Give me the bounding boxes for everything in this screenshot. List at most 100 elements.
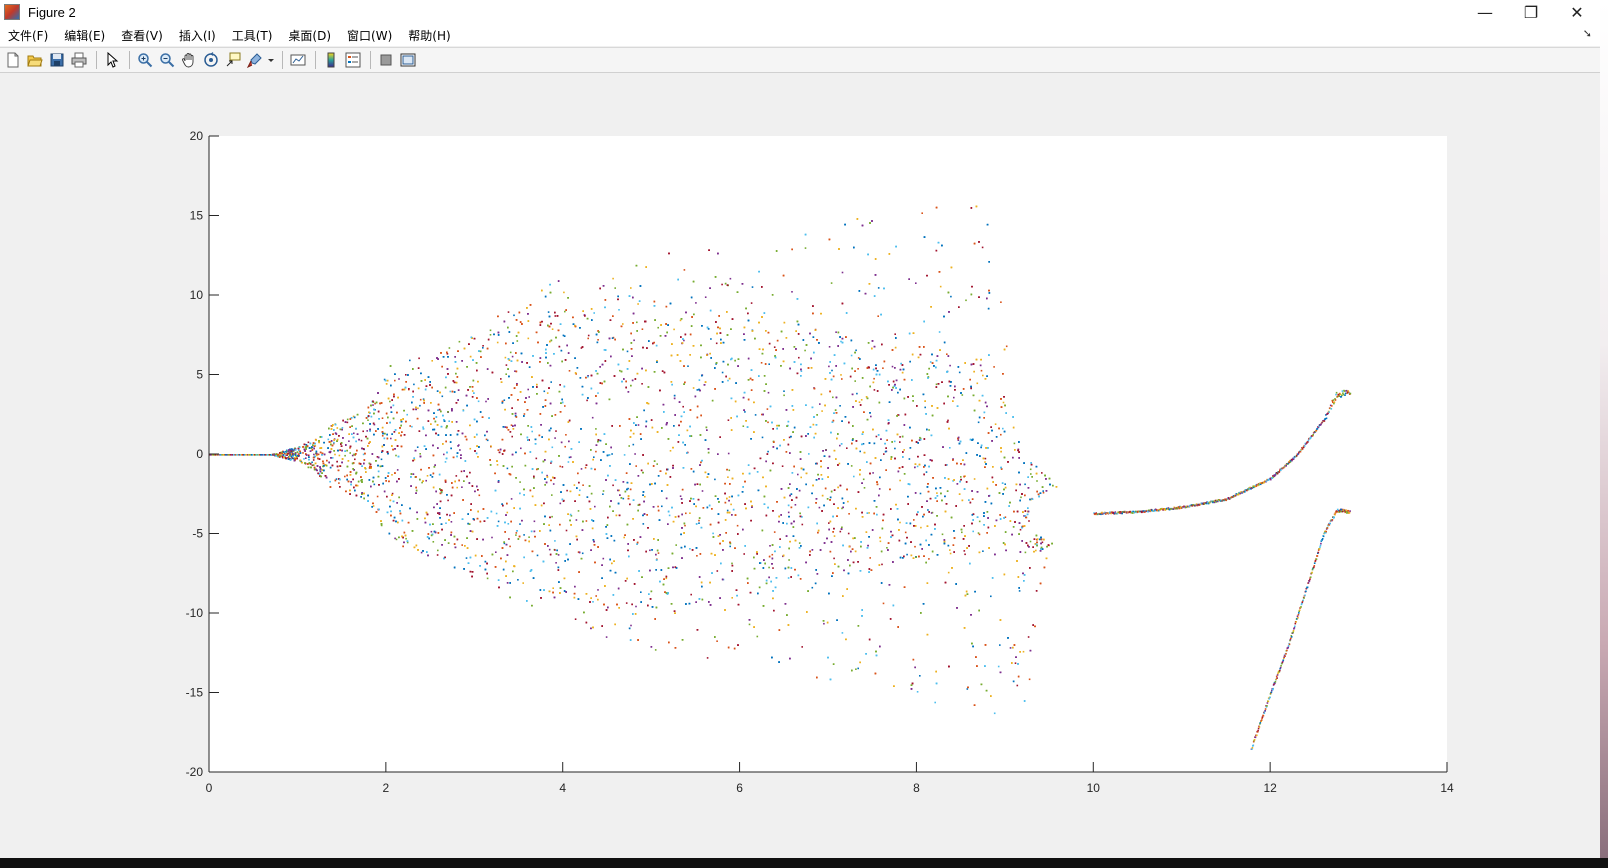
scatter-point: [302, 452, 304, 454]
restore-button[interactable]: ❐: [1508, 0, 1554, 24]
scatter-point: [547, 311, 550, 313]
scatter-point: [731, 562, 733, 565]
restore-icon: ❐: [1523, 2, 1539, 22]
scatter-point: [854, 380, 856, 382]
menu-tools[interactable]: 工具(T): [231, 28, 273, 43]
menu-desktop[interactable]: 桌面(D): [288, 28, 332, 43]
close-button[interactable]: ✕: [1554, 0, 1600, 24]
hide-plot-tools-icon[interactable]: [376, 50, 396, 70]
scatter-point: [756, 635, 759, 638]
title-bar[interactable]: Figure 2 — ❐ ✕: [0, 0, 1600, 24]
brush-dropdown-chevron-down-icon[interactable]: [267, 50, 275, 70]
scatter-point: [564, 445, 566, 448]
scatter-point: [605, 636, 608, 638]
scatter-point: [227, 454, 230, 456]
scatter-point: [961, 531, 963, 534]
scatter-point: [381, 435, 384, 437]
scatter-point: [883, 453, 885, 455]
scatter-point: [495, 512, 498, 515]
scatter-point: [231, 454, 233, 456]
menu-help[interactable]: 帮助(H): [408, 28, 451, 43]
brush-icon[interactable]: [245, 50, 265, 70]
scatter-point: [981, 246, 984, 249]
scatter-point: [344, 475, 346, 478]
scatter-point: [687, 365, 689, 367]
scatter-point: [405, 374, 407, 376]
scatter-point: [527, 337, 530, 340]
scatter-point: [798, 542, 801, 544]
scatter-point: [881, 563, 883, 566]
scatter-point: [209, 454, 212, 456]
scatter-point: [958, 371, 961, 374]
scatter-point: [255, 454, 258, 456]
scatter-point: [782, 555, 784, 558]
scatter-point: [863, 487, 866, 489]
rotate-3d-icon[interactable]: [201, 50, 221, 70]
scatter-point: [847, 500, 849, 503]
scatter-point: [311, 461, 313, 464]
scatter-point: [941, 533, 944, 536]
scatter-point: [692, 387, 695, 389]
scatter-point: [372, 505, 375, 507]
menu-edit[interactable]: 编辑(E): [64, 28, 106, 43]
scatter-point: [456, 486, 458, 489]
scatter-point: [704, 296, 707, 298]
scatter-point: [546, 392, 549, 394]
scatter-point: [559, 465, 561, 468]
scatter-point: [238, 454, 240, 456]
scatter-point: [748, 623, 751, 626]
scatter-point: [949, 549, 951, 551]
scatter-point: [791, 291, 793, 293]
print-icon[interactable]: [69, 50, 89, 70]
scatter-point: [446, 353, 449, 355]
axes-background[interactable]: [209, 136, 1447, 772]
scatter-point: [595, 595, 597, 597]
scatter-point: [801, 523, 804, 526]
scatter-point: [838, 462, 841, 465]
menu-file[interactable]: 文件(F): [8, 28, 49, 43]
menu-window[interactable]: 窗口(W): [347, 28, 393, 43]
scatter-point: [622, 323, 624, 325]
menu-view[interactable]: 查看(V): [121, 28, 163, 43]
zoom-in-icon[interactable]: [135, 50, 155, 70]
scatter-point: [224, 454, 227, 456]
scatter-point: [555, 562, 557, 564]
scatter-point: [559, 502, 562, 505]
scatter-point: [376, 495, 379, 498]
scatter-point: [612, 484, 614, 487]
pan-hand-icon[interactable]: [179, 50, 199, 70]
colorbar-icon[interactable]: [321, 50, 341, 70]
scatter-point: [744, 411, 746, 413]
scatter-point: [862, 478, 865, 481]
menu-insert[interactable]: 插入(I): [178, 28, 216, 43]
zoom-out-icon[interactable]: [157, 50, 177, 70]
scatter-point: [961, 394, 964, 396]
scatter-point: [568, 456, 571, 459]
scatter-point: [471, 390, 474, 392]
scatter-point: [860, 399, 863, 401]
scatter-point: [230, 454, 232, 456]
new-figure-icon[interactable]: [3, 50, 23, 70]
scatter-point: [869, 557, 871, 559]
open-file-icon[interactable]: [25, 50, 45, 70]
data-cursor-icon[interactable]: [223, 50, 243, 70]
scatter-point: [496, 341, 499, 344]
save-icon[interactable]: [47, 50, 67, 70]
scatter-point: [210, 454, 213, 456]
menu-bar: 文件(F) 编辑(E) 查看(V) 插入(I) 工具(T) 桌面(D) 窗口(W…: [0, 24, 1600, 46]
scatter-point: [587, 337, 589, 340]
scatter-point: [443, 453, 445, 456]
scatter-point: [715, 342, 718, 345]
legend-icon[interactable]: [343, 50, 363, 70]
select-pointer-icon[interactable]: [102, 50, 122, 70]
link-plot-icon[interactable]: [288, 50, 308, 70]
minimize-button[interactable]: —: [1462, 0, 1508, 24]
scatter-point: [430, 530, 433, 533]
scatter-point: [771, 553, 774, 556]
dock-arrow-icon[interactable]: ➘: [1582, 27, 1592, 40]
show-plot-tools-icon[interactable]: [398, 50, 418, 70]
scatter-point: [527, 388, 529, 391]
figure-canvas[interactable]: 0 2 4 6 8 10 12 14 20 15 10 5 0 -5 -10 -15 -20: [0, 74, 1600, 858]
scatter-point: [984, 457, 987, 460]
